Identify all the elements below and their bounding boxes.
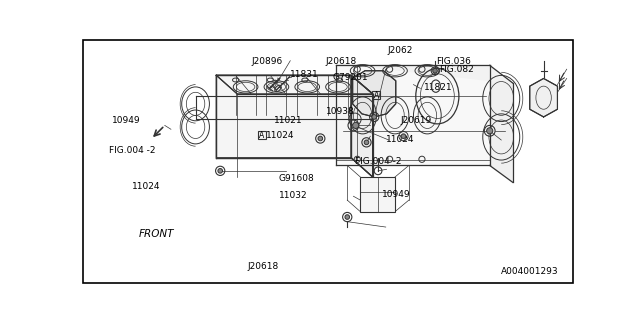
Polygon shape	[530, 78, 557, 117]
Text: FIG.082: FIG.082	[439, 65, 474, 74]
Polygon shape	[353, 71, 396, 117]
Text: J2062: J2062	[387, 46, 413, 55]
Ellipse shape	[218, 169, 223, 173]
Polygon shape	[336, 65, 490, 165]
Ellipse shape	[353, 122, 359, 129]
Ellipse shape	[372, 115, 376, 119]
Text: 10938: 10938	[326, 107, 355, 116]
Text: 11024: 11024	[386, 135, 415, 144]
Text: J20618: J20618	[247, 262, 278, 271]
Polygon shape	[216, 75, 351, 158]
Polygon shape	[216, 75, 372, 94]
Text: 11831: 11831	[290, 70, 319, 79]
Text: J20618: J20618	[326, 57, 356, 66]
Ellipse shape	[345, 215, 349, 219]
Text: G79201: G79201	[333, 73, 369, 82]
Text: J20619: J20619	[401, 116, 432, 125]
Polygon shape	[216, 75, 351, 158]
Text: A: A	[374, 91, 379, 100]
Text: FIG.036: FIG.036	[436, 57, 471, 66]
Bar	[360, 177, 395, 212]
Polygon shape	[351, 75, 372, 177]
Text: A: A	[259, 131, 264, 140]
Polygon shape	[490, 65, 513, 182]
Text: 11821: 11821	[424, 83, 452, 92]
Text: 10949: 10949	[382, 190, 411, 199]
Text: FRONT: FRONT	[138, 228, 174, 238]
Text: G91608: G91608	[279, 174, 314, 183]
Polygon shape	[216, 75, 372, 94]
Ellipse shape	[364, 140, 369, 145]
Text: J20896: J20896	[252, 57, 283, 66]
Text: 10949: 10949	[112, 116, 141, 125]
Polygon shape	[351, 75, 372, 177]
Ellipse shape	[401, 134, 406, 139]
Ellipse shape	[486, 128, 493, 134]
Polygon shape	[336, 65, 513, 83]
Text: 11024: 11024	[266, 131, 295, 140]
Text: 11032: 11032	[279, 191, 307, 200]
Text: 11024: 11024	[132, 182, 161, 191]
Ellipse shape	[433, 68, 437, 73]
Text: A004001293: A004001293	[501, 267, 559, 276]
Text: 11021: 11021	[274, 116, 303, 125]
Ellipse shape	[318, 136, 323, 141]
Text: FIG.004 -2: FIG.004 -2	[109, 146, 156, 155]
Text: FIG.004 -2: FIG.004 -2	[355, 157, 402, 166]
